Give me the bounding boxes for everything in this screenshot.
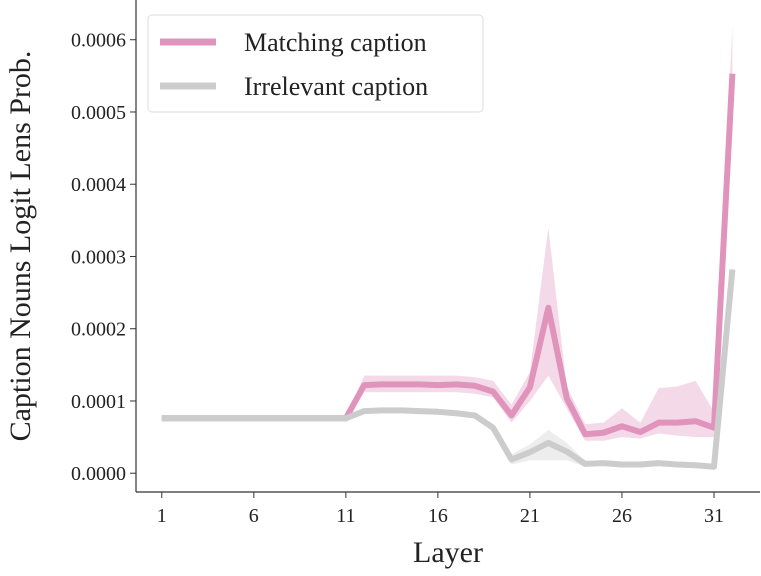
y-tick-label: 0.0004	[71, 174, 126, 196]
x-axis-label: Layer	[413, 536, 483, 569]
y-tick-label: 0.0003	[71, 246, 126, 268]
legend-box	[147, 14, 484, 113]
confidence-band	[161, 25, 733, 441]
x-tick-label: 21	[520, 505, 540, 527]
y-tick-label: 0.0006	[71, 30, 126, 52]
x-tick-label: 16	[428, 505, 448, 527]
legend-label: Matching caption	[244, 28, 427, 57]
x-tick-label: 26	[612, 505, 632, 527]
confidence-band	[161, 263, 733, 469]
legend: Matching caption Irrelevant caption	[147, 14, 484, 113]
x-tick-label: 31	[704, 505, 724, 527]
line	[161, 269, 736, 470]
x-tick-label: 1	[157, 505, 167, 527]
y-tick-label: 0.0001	[71, 391, 126, 413]
x-tick-label: 11	[336, 505, 355, 527]
y-tick-label: 0.0002	[71, 319, 126, 341]
y-tick-label: 0.0000	[71, 463, 126, 485]
x-tick-label: 6	[249, 505, 259, 527]
y-axis-label: Caption Nouns Logit Lens Prob.	[4, 51, 37, 442]
legend-label: Irrelevant caption	[244, 72, 428, 101]
y-tick-label: 0.0005	[71, 102, 126, 124]
